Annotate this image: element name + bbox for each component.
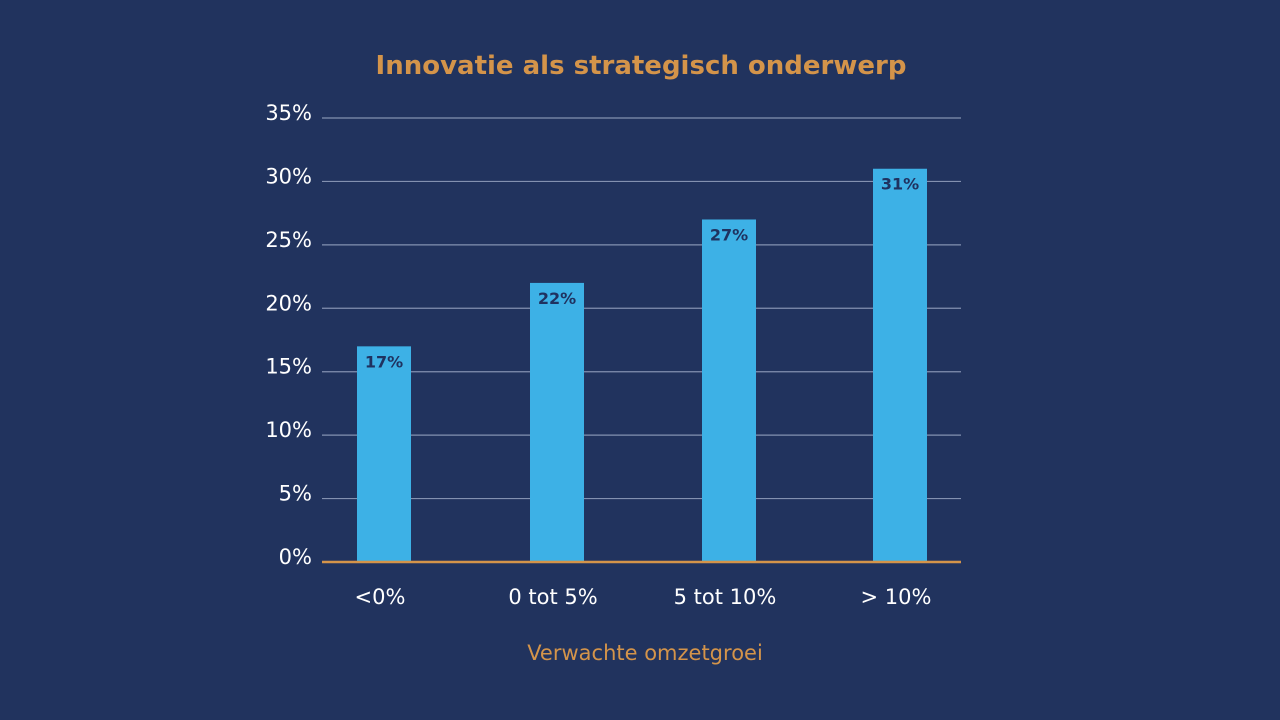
y-tick-label: 10% [265, 418, 312, 442]
y-tick-label: 5% [279, 482, 312, 506]
gridlines [322, 117, 961, 500]
y-axis-ticks: 0% 5% 10% 15% 20% 25% 30% 35% [265, 101, 312, 569]
y-tick-label: 30% [265, 164, 312, 188]
bar-value-label: 27% [710, 225, 748, 244]
chart-title: Innovatie als strategisch onderwerp [376, 51, 907, 81]
x-axis-ticks: <0% 0 tot 5% 5 tot 10% > 10% [355, 585, 932, 609]
bar-value-label: 31% [881, 175, 919, 194]
bar-value-label: 22% [538, 289, 576, 308]
y-tick-label: 35% [265, 101, 312, 125]
y-tick-label: 20% [265, 291, 312, 315]
x-tick-label: > 10% [861, 585, 932, 609]
x-tick-label: <0% [355, 585, 406, 609]
bars: 17% 22% 27% 31% [357, 168, 927, 562]
bar [873, 168, 927, 562]
y-tick-label: 0% [279, 545, 312, 569]
bar [702, 219, 756, 562]
y-tick-label: 25% [265, 228, 312, 252]
x-axis-label: Verwachte omzetgroei [527, 641, 763, 665]
x-tick-label: 5 tot 10% [674, 585, 777, 609]
x-tick-label: 0 tot 5% [508, 585, 597, 609]
bar [357, 346, 411, 562]
bar-value-label: 17% [365, 352, 403, 371]
bar [530, 282, 584, 562]
y-tick-label: 15% [265, 355, 312, 379]
